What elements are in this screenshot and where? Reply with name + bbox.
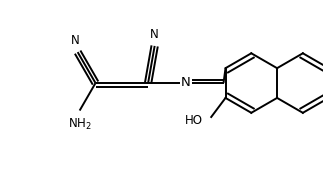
Text: N: N bbox=[150, 28, 159, 41]
Text: NH$_2$: NH$_2$ bbox=[68, 116, 92, 132]
Text: N: N bbox=[71, 34, 80, 47]
Text: N: N bbox=[181, 75, 191, 88]
Text: HO: HO bbox=[185, 114, 203, 127]
